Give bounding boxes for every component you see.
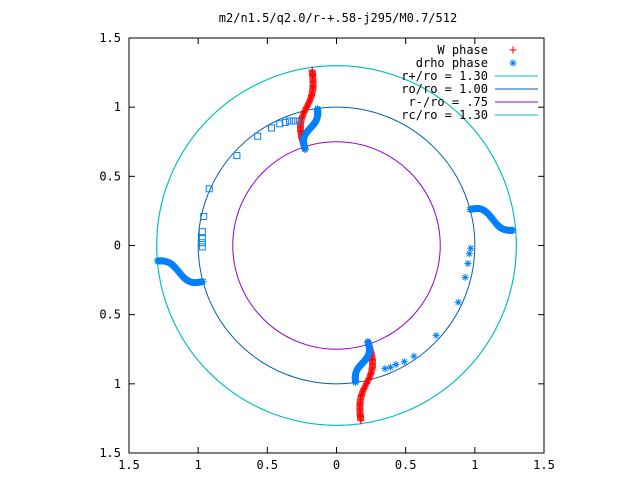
series-1-sparse-point-10 xyxy=(467,244,475,252)
series-1-seg-0-point-70 xyxy=(313,104,321,112)
series-2-point-12 xyxy=(290,117,298,125)
y-tick-label-0: 1.5 xyxy=(99,31,121,45)
series-1-sparse-point-3 xyxy=(392,360,400,368)
y-tick-label-5: 1 xyxy=(114,377,121,391)
series-1-seg-1-point-70 xyxy=(352,379,360,387)
legend-label-0: W phase xyxy=(437,43,488,57)
series-2-point-7 xyxy=(254,132,262,140)
series-2-point-10 xyxy=(281,118,289,126)
series-1-sparse-point-0 xyxy=(432,331,440,339)
series-1-sparse-point-2 xyxy=(400,358,408,366)
series-2-point-2 xyxy=(198,228,206,236)
legend-marker-1 xyxy=(509,59,517,67)
series-0-seg-1-point-70 xyxy=(357,417,365,425)
series-2-point-11 xyxy=(285,117,293,125)
axis-ticks: 1.5 1 0.5 0 0.5 1 1.51.510.500.511.5 xyxy=(99,31,555,472)
reference-circle-2 xyxy=(232,141,441,350)
x-tick-label-1: 1 xyxy=(195,458,202,472)
series-2-point-6 xyxy=(233,152,241,160)
legend-marker-0 xyxy=(509,46,517,54)
y-tick-label-6: 1.5 xyxy=(99,446,121,460)
legend-label-2: r+/ro = 1.30 xyxy=(401,69,488,83)
x-tick-label-4: 0.5 xyxy=(395,458,417,472)
series-1-sparse-point-8 xyxy=(464,259,472,267)
series-1-sparse-point-1 xyxy=(410,352,418,360)
y-tick-label-4: 0.5 xyxy=(99,308,121,322)
series-0-seg-0-point-70 xyxy=(308,66,316,74)
chart-title: m2/n1.5/q2.0/r-+.58-j295/M0.7/512 xyxy=(219,11,457,25)
series-2-point-4 xyxy=(198,239,206,247)
series-1-sparse-point-4 xyxy=(386,363,394,371)
series-2-point-3 xyxy=(198,235,206,243)
series-1-sparse-point-5 xyxy=(381,365,389,373)
y-tick-label-1: 1 xyxy=(114,100,121,114)
reference-circles xyxy=(156,65,517,426)
y-tick-label-2: 0.5 xyxy=(99,169,121,183)
series-1-seg-2-point-70 xyxy=(509,226,517,234)
series-2-point-8 xyxy=(267,124,275,132)
legend-label-1: drho phase xyxy=(416,56,488,70)
x-tick-label-2: 0.5 xyxy=(256,458,278,472)
y-tick-label-3: 0 xyxy=(114,239,121,253)
series-2-point-0 xyxy=(205,185,213,193)
series-2-point-13 xyxy=(294,117,302,125)
reference-circle-3 xyxy=(156,65,517,426)
reference-circle-1 xyxy=(197,106,476,385)
series-1-sparse-point-9 xyxy=(465,250,473,258)
series-2-point-1 xyxy=(200,212,208,220)
legend-label-3: ro/ro = 1.00 xyxy=(401,82,488,96)
x-tick-label-3: 0 xyxy=(333,458,340,472)
x-tick-label-0: 1.5 xyxy=(118,458,140,472)
data-series xyxy=(153,46,517,425)
legend-label-5: rc/ro = 1.30 xyxy=(401,108,488,122)
x-tick-label-5: 1 xyxy=(471,458,478,472)
series-1-sparse-point-6 xyxy=(454,298,462,306)
series-1-sparse-point-7 xyxy=(461,273,469,281)
series-2-point-5 xyxy=(198,243,206,251)
legend-label-4: r-/ro = .75 xyxy=(409,95,488,109)
series-1-seg-3-point-70 xyxy=(153,257,161,265)
x-tick-label-6: 1.5 xyxy=(533,458,555,472)
